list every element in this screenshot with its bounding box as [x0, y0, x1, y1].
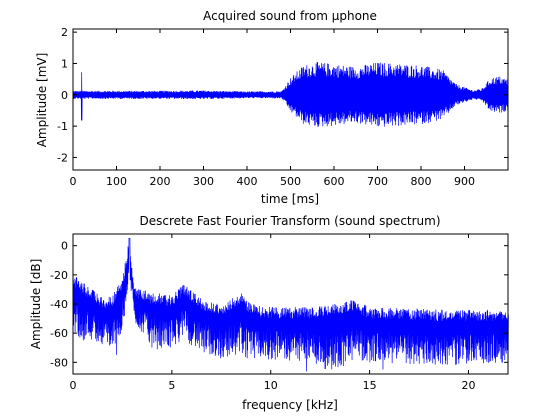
y-tick-label: 2: [61, 26, 68, 39]
waveform-layer: [72, 62, 509, 127]
y-tick-label: 1: [61, 57, 68, 70]
y-tick-label: -40: [50, 298, 68, 311]
plot-title: Descrete Fast Fourier Transform (sound s…: [139, 214, 440, 228]
y-axis-label: Amplitude [dB]: [29, 259, 43, 350]
y-tick-label: -60: [50, 327, 68, 340]
spectrum-layer: [73, 238, 509, 372]
x-tick-label: 900: [454, 175, 475, 188]
y-tick-label: -20: [50, 269, 68, 282]
y-tick-label: -1: [57, 120, 68, 133]
axis-ticks: 0 5 10 15 20 0 -20 -40 -60 -80: [50, 234, 508, 392]
x-tick-label: 5: [168, 379, 175, 392]
x-tick-label: 15: [363, 379, 377, 392]
y-tick-label: 0: [61, 89, 68, 102]
x-tick-label: 10: [264, 379, 278, 392]
x-tick-label: 400: [237, 175, 258, 188]
x-axis-label: frequency [kHz]: [242, 398, 338, 412]
x-tick-label: 20: [461, 379, 475, 392]
x-tick-label: 300: [193, 175, 214, 188]
y-tick-label: -2: [57, 151, 68, 164]
x-tick-label: 0: [70, 175, 77, 188]
x-tick-label: 100: [106, 175, 127, 188]
y-tick-label: 0: [61, 240, 68, 253]
axis-ticks: 0 100 200 300 400 500 600 700 800 900 2 1 0 -1 -2: [57, 26, 508, 188]
x-tick-label: 0: [70, 379, 77, 392]
time-domain-plot: Acquired sound from µphone 0 100 200 300 400…: [35, 9, 509, 206]
x-tick-label: 600: [324, 175, 345, 188]
y-axis-label: Amplitude [mV]: [35, 53, 49, 148]
y-tick-label: -80: [50, 356, 68, 369]
x-tick-label: 500: [280, 175, 301, 188]
spectrum-line: [73, 238, 509, 372]
x-tick-label: 800: [411, 175, 432, 188]
spectrum-plot: Descrete Fast Fourier Transform (sound s…: [29, 214, 509, 412]
x-tick-label: 700: [367, 175, 388, 188]
plot-title: Acquired sound from µphone: [203, 9, 377, 23]
x-axis-label: time [ms]: [261, 192, 319, 206]
waveform-line: [72, 62, 509, 127]
x-tick-label: 200: [150, 175, 171, 188]
